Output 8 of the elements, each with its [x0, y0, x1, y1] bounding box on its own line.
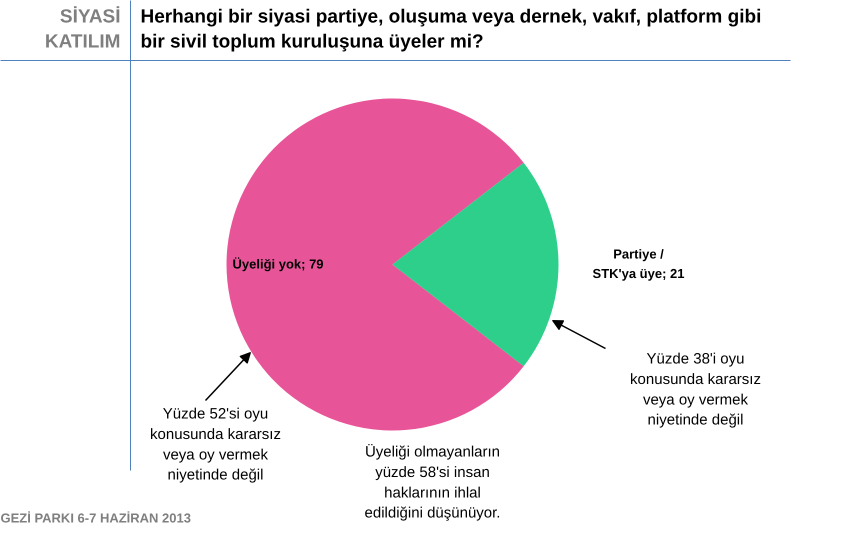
text: Üyeliği olmayanların yüzde 58'si insan haklarının ihlal edildiğini düşünüyor. [364, 444, 500, 522]
chart-title: Herhangi bir siyasi partiye, oluşuma veya dernek, vakıf, platform gibi bir sivil toplum kuruluşuna üyeler mi? [140, 6, 762, 53]
text: GEZİ PARKI 6-7 HAZİRAN 2013 [0, 510, 191, 526]
data-label: Üyeliği yok; 79 [232, 256, 324, 272]
chart-subtitle: SİYASİ KATILIM [44, 6, 121, 53]
data-label: Partiye / STK'ya üye; 21 [592, 246, 684, 281]
text: Yüzde 52'si oyu konusunda kararsız veya oy vermek niyetinde değil [150, 406, 281, 484]
text: Yüzde 38'i oyu konusunda kararsız veya oy vermek niyetinde değil [630, 350, 761, 429]
